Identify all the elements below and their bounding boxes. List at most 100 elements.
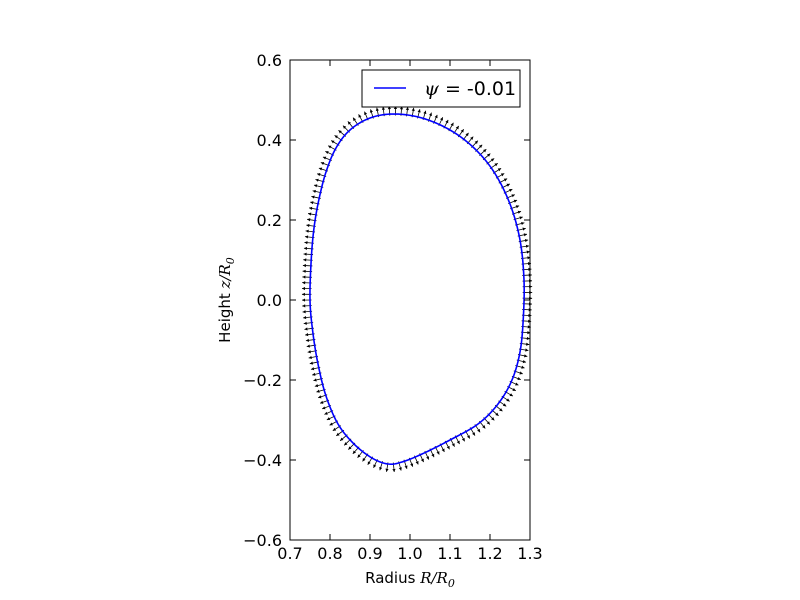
normal-arrow-head (307, 350, 311, 354)
normal-arrow-head (357, 454, 361, 458)
normal-arrow-head (362, 458, 366, 462)
normal-arrow-head (303, 321, 307, 325)
normal-arrow-head (304, 235, 309, 239)
normal-arrow-head (477, 428, 481, 433)
x-axis-label: Radius R/R0 (365, 569, 455, 590)
normal-arrow-head (450, 122, 454, 127)
normal-arrow-head (301, 292, 305, 296)
normal-arrow-head (342, 125, 347, 129)
normal-arrow-head (527, 262, 532, 266)
normal-arrow-head (302, 269, 306, 273)
normal-arrow-head (311, 195, 315, 199)
normal-arrow-head (381, 106, 386, 110)
normal-arrow-head (517, 377, 521, 380)
normal-arrow-head (515, 382, 519, 386)
normal-arrow-head (451, 443, 455, 447)
normal-arrow-head (375, 107, 379, 112)
normal-arrow-head (470, 136, 474, 140)
normal-arrow-head (303, 258, 307, 262)
normal-arrow-head (472, 432, 475, 436)
y-tick-label: −0.4 (243, 451, 282, 470)
normal-arrow-head (358, 114, 362, 118)
normal-arrow-head (436, 451, 440, 455)
normal-arrow-head (313, 378, 317, 382)
normal-arrow-head (521, 221, 525, 226)
normal-arrow-head (304, 241, 308, 245)
normal-arrow-head (519, 216, 523, 220)
normal-arrow-head (369, 109, 373, 113)
normal-arrow-head (491, 417, 495, 421)
normal-arrow-head (385, 468, 389, 472)
normal-arrow-head (456, 440, 460, 445)
normal-arrow-head (316, 389, 320, 393)
x-tick-label: 1.3 (517, 544, 542, 563)
normal-arrow-head (423, 110, 427, 115)
normal-arrow-head (398, 467, 402, 471)
normal-arrow-head (334, 135, 338, 139)
normal-arrow-head (308, 212, 312, 216)
normal-arrow-head (415, 461, 419, 465)
normal-arrow-head (312, 372, 316, 376)
normal-arrow-head (314, 384, 319, 388)
normal-arrow-head (302, 275, 306, 279)
x-tick-label: 0.7 (277, 544, 302, 563)
normal-arrow-head (522, 227, 526, 231)
normal-arrow-head (455, 125, 459, 130)
normal-arrow-head (509, 393, 513, 397)
normal-arrow-head (328, 145, 332, 149)
normal-arrow-head (338, 130, 342, 134)
normal-arrow-head (329, 422, 333, 426)
x-tick-label: 1.2 (477, 544, 502, 563)
normal-arrow-head (307, 218, 311, 222)
normal-arrow-head (302, 281, 306, 285)
normal-arrow-head (478, 144, 483, 149)
normal-arrow-head (460, 129, 464, 133)
normal-arrow-head (474, 140, 478, 144)
normal-arrow-head (399, 106, 404, 110)
normal-arrow-head (466, 435, 470, 439)
x-tick-label: 0.9 (357, 544, 382, 563)
normal-arrow-head (306, 344, 310, 348)
normal-arrow-head (512, 387, 516, 391)
normal-arrow-head (420, 458, 424, 463)
normal-arrow-head (336, 432, 340, 436)
normal-arrow-head (310, 367, 315, 371)
normal-arrow-head (303, 246, 308, 251)
normal-arrow-head (310, 201, 314, 205)
normal-arrow-head (332, 427, 337, 431)
normal-arrow-head (303, 315, 307, 320)
normal-arrow-head (513, 199, 518, 203)
normal-arrow-head (304, 327, 308, 331)
normal-arrow-head (494, 163, 498, 167)
normal-arrow-head (500, 173, 505, 177)
normal-arrow-head (526, 250, 530, 254)
normal-arrow-head (302, 263, 306, 268)
x-tick-label: 0.8 (317, 544, 342, 563)
normal-arrow-head (511, 194, 515, 198)
normal-arrow-head (305, 338, 310, 342)
normal-arrow-head (461, 437, 465, 442)
normal-arrow-head (525, 348, 529, 352)
normal-arrow-head (499, 408, 503, 412)
normal-arrow-head (393, 106, 398, 110)
normal-arrow-head (405, 106, 409, 111)
normal-arrow-head (434, 114, 438, 119)
normal-arrow-head (523, 233, 528, 237)
normal-arrow-head (503, 178, 508, 182)
normal-arrow-head (348, 446, 352, 450)
normal-arrow-head (506, 183, 510, 187)
normal-arrow-head (305, 333, 309, 337)
ticks (289, 59, 531, 541)
x-tick-label: 1.1 (437, 544, 462, 563)
normal-arrow-head (320, 400, 324, 404)
normal-arrow-head (440, 117, 443, 121)
normal-arrow-head (302, 298, 306, 302)
normal-arrow-head (373, 464, 377, 468)
normal-arrow-head (367, 461, 371, 465)
normal-arrow-head (331, 140, 335, 144)
normal-arrow-head (344, 442, 348, 446)
normal-arrow-head (320, 162, 325, 166)
normal-arrow-head (404, 465, 408, 469)
normal-arrow-head (486, 153, 491, 157)
